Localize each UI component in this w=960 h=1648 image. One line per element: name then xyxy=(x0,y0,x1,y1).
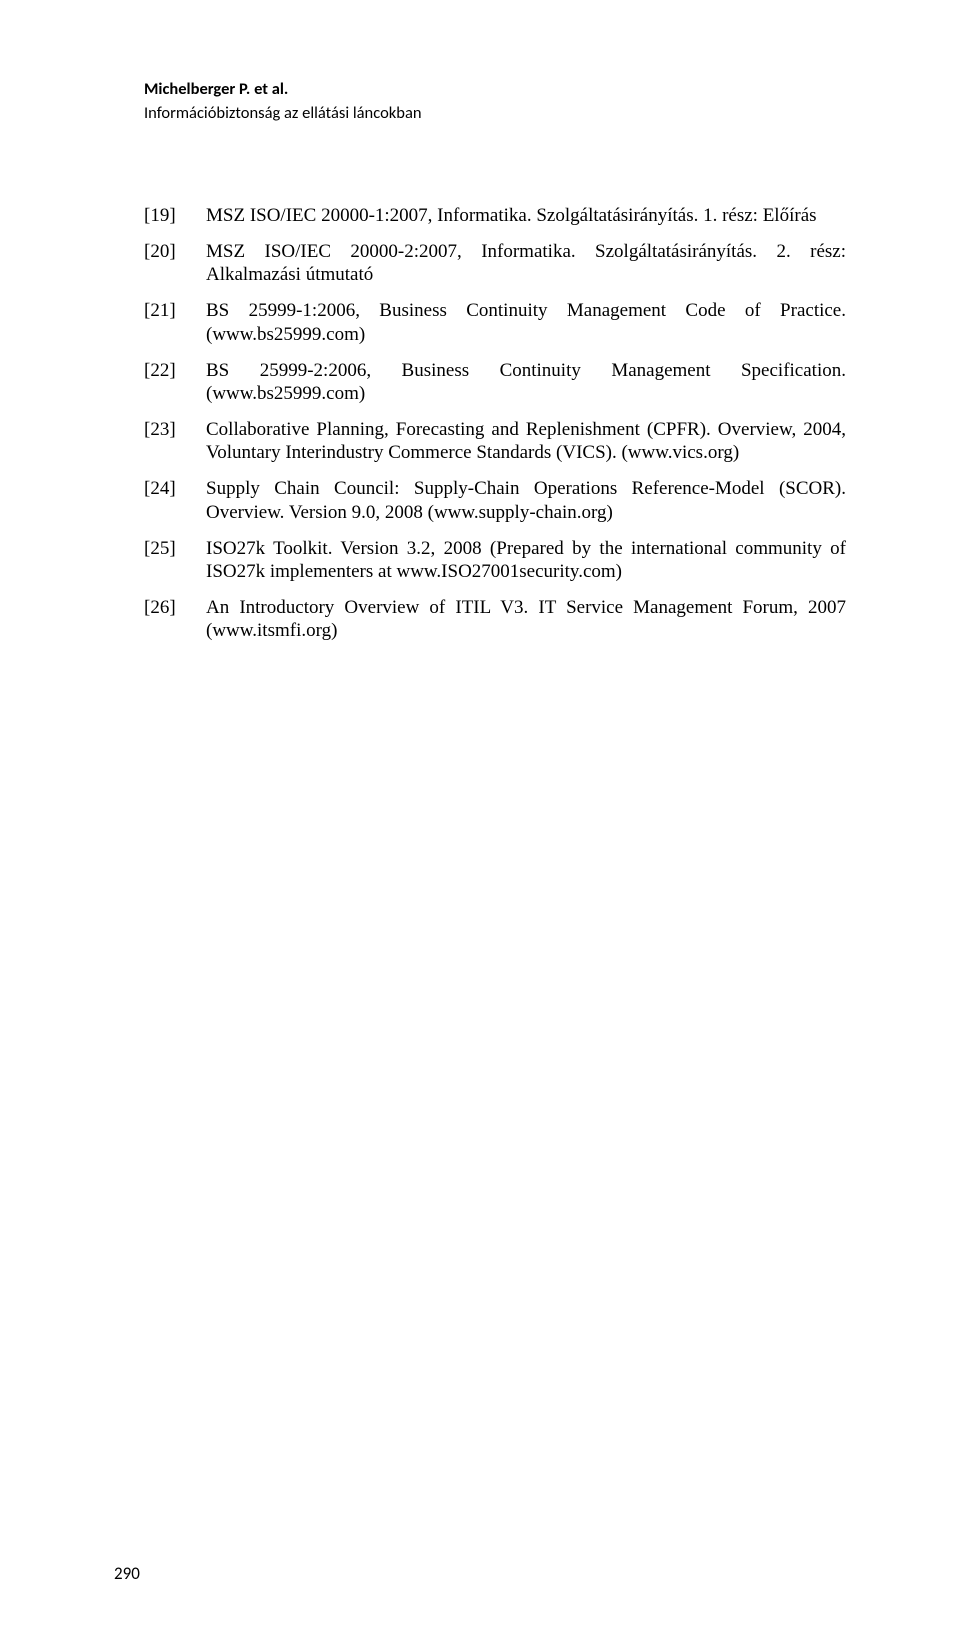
reference-item: [20] MSZ ISO/IEC 20000-2:2007, Informati… xyxy=(144,240,846,286)
reference-item: [22] BS 25999-2:2006, Business Continuit… xyxy=(144,359,846,405)
reference-text: Supply Chain Council: Supply-Chain Opera… xyxy=(206,477,846,523)
page-number: 290 xyxy=(114,1563,140,1584)
reference-number: [19] xyxy=(144,204,206,227)
reference-text: BS 25999-1:2006, Business Continuity Man… xyxy=(206,299,846,345)
reference-text: BS 25999-2:2006, Business Continuity Man… xyxy=(206,359,846,405)
reference-text: An Introductory Overview of ITIL V3. IT … xyxy=(206,596,846,642)
reference-item: [24] Supply Chain Council: Supply-Chain … xyxy=(144,477,846,523)
reference-item: [23] Collaborative Planning, Forecasting… xyxy=(144,418,846,464)
reference-text: MSZ ISO/IEC 20000-1:2007, Informatika. S… xyxy=(206,204,846,227)
reference-number: [25] xyxy=(144,537,206,583)
header-title: Információbiztonság az ellátási láncokba… xyxy=(144,102,846,126)
reference-item: [26] An Introductory Overview of ITIL V3… xyxy=(144,596,846,642)
reference-number: [23] xyxy=(144,418,206,464)
reference-number: [26] xyxy=(144,596,206,642)
reference-number: [24] xyxy=(144,477,206,523)
reference-text: ISO27k Toolkit. Version 3.2, 2008 (Prepa… xyxy=(206,537,846,583)
header-author: Michelberger P. et al. xyxy=(144,78,846,102)
reference-number: [21] xyxy=(144,299,206,345)
reference-text: MSZ ISO/IEC 20000-2:2007, Informatika. S… xyxy=(206,240,846,286)
reference-item: [21] BS 25999-1:2006, Business Continuit… xyxy=(144,299,846,345)
reference-list: [19] MSZ ISO/IEC 20000-1:2007, Informati… xyxy=(144,204,846,643)
reference-number: [22] xyxy=(144,359,206,405)
reference-text: Collaborative Planning, Forecasting and … xyxy=(206,418,846,464)
reference-item: [25] ISO27k Toolkit. Version 3.2, 2008 (… xyxy=(144,537,846,583)
running-header: Michelberger P. et al. Információbiztons… xyxy=(144,78,846,126)
reference-number: [20] xyxy=(144,240,206,286)
page-container: Michelberger P. et al. Információbiztons… xyxy=(0,0,960,642)
reference-item: [19] MSZ ISO/IEC 20000-1:2007, Informati… xyxy=(144,204,846,227)
